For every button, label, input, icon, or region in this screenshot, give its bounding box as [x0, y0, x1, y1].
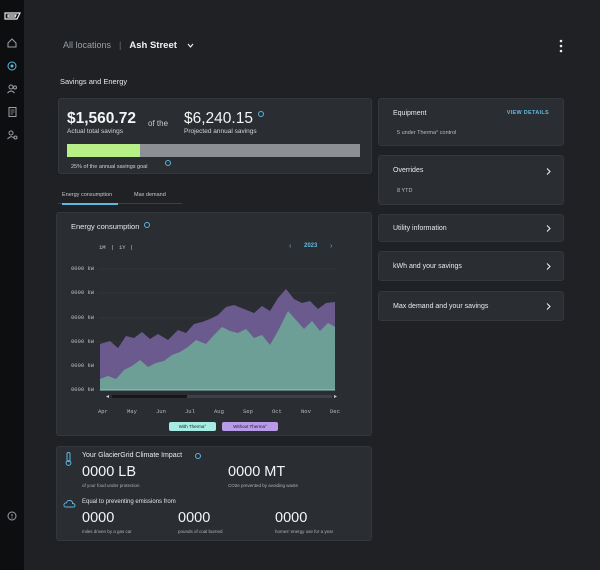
- with-therma-area: [100, 311, 335, 390]
- chart-scrollbar[interactable]: [106, 395, 337, 398]
- more-options-icon[interactable]: [558, 39, 564, 53]
- overrides-card[interactable]: Overrides 8 YTD: [378, 155, 564, 205]
- x-tick-label: May: [127, 408, 137, 415]
- chevron-right-icon[interactable]: [546, 168, 551, 175]
- co2e-prevented-label: CO2e prevented by avoiding waste: [228, 483, 299, 488]
- equipment-title: Equipment: [393, 110, 427, 117]
- emissions-cloud-icon: [63, 499, 76, 508]
- breadcrumb-separator: |: [119, 40, 122, 50]
- prev-year-button[interactable]: ‹: [289, 243, 292, 250]
- savings-card: [58, 98, 372, 174]
- logo-icon[interactable]: [4, 12, 21, 20]
- home-icon[interactable]: [6, 37, 18, 49]
- overrides-title: Overrides: [393, 167, 424, 174]
- help-icon[interactable]: [6, 510, 18, 522]
- tabs-divider: [58, 203, 182, 204]
- projected-savings-label: Projected annual savings: [184, 128, 257, 135]
- left-nav-rail: [0, 0, 24, 570]
- homes-energy-value: 0000: [275, 510, 308, 526]
- y-tick-label: 0000 kW: [71, 265, 95, 272]
- max-demand-savings-card[interactable]: Max demand and your savings: [378, 291, 564, 321]
- kwh-savings-title: kWh and your savings: [393, 263, 462, 270]
- user-settings-icon[interactable]: [6, 129, 18, 141]
- tab-max-demand[interactable]: Max demand: [134, 192, 166, 198]
- info-icon[interactable]: [195, 453, 201, 459]
- coal-burned-value: 0000: [178, 510, 211, 526]
- climate-impact-card: [56, 446, 372, 541]
- active-tab-indicator: [62, 203, 118, 205]
- utility-information-title: Utility information: [393, 225, 447, 232]
- range-separator: |: [111, 244, 115, 251]
- actual-savings-amount: $1,560.72: [67, 110, 136, 127]
- chevron-right-icon[interactable]: [546, 225, 551, 232]
- overrides-subtitle: 8 YTD: [397, 188, 413, 194]
- energy-icon[interactable]: [6, 60, 18, 72]
- food-protected-label: of your food under protection: [82, 483, 140, 488]
- y-tick-label: 0000 kW: [71, 289, 95, 296]
- chevron-right-icon[interactable]: [546, 303, 551, 310]
- range-1y-button[interactable]: 1Y: [119, 244, 126, 251]
- x-tick-label: Jun: [156, 408, 166, 415]
- range-1m-button[interactable]: 1M: [99, 244, 106, 251]
- view-details-link[interactable]: VIEW DETAILS: [506, 110, 549, 116]
- breadcrumb: All locations | Ash Street: [63, 38, 194, 52]
- x-tick-label: Sep: [243, 408, 253, 415]
- savings-goal-text: 25% of the annual savings goal: [71, 164, 148, 170]
- section-title: Savings and Energy: [60, 77, 128, 86]
- y-tick-label: 0000 kW: [71, 338, 95, 345]
- legend-with-therma[interactable]: With Therma°: [169, 422, 216, 431]
- next-year-button[interactable]: ›: [330, 243, 333, 250]
- equipment-card: Equipment VIEW DETAILS 5 under Therma° c…: [378, 98, 564, 146]
- homes-energy-label: homes' energy use for a year: [275, 529, 334, 534]
- year-label: 2023: [304, 243, 318, 249]
- equal-to-heading: Equal to preventing emissions from: [82, 499, 176, 505]
- location-selector[interactable]: Ash Street: [129, 39, 177, 51]
- x-tick-label: Aug: [214, 408, 224, 415]
- tab-energy-consumption[interactable]: Energy consumption: [62, 192, 113, 198]
- legend-without-therma[interactable]: Without Therma°: [222, 422, 278, 431]
- thermometer-icon: [65, 452, 72, 466]
- chevron-down-icon[interactable]: [187, 42, 194, 49]
- range-separator: |: [130, 244, 134, 251]
- x-tick-label: Apr: [98, 408, 108, 415]
- kwh-savings-card[interactable]: kWh and your savings: [378, 251, 564, 281]
- max-demand-savings-title: Max demand and your savings: [393, 303, 489, 310]
- y-tick-label: 0000 kW: [71, 386, 95, 393]
- x-tick-label: Oct: [272, 408, 282, 415]
- miles-driven-value: 0000: [82, 510, 115, 526]
- of-the-text: of the: [148, 119, 169, 128]
- document-icon[interactable]: [6, 106, 18, 118]
- energy-chart-plot: [98, 268, 337, 398]
- x-tick-label: Jul: [185, 408, 195, 415]
- y-tick-label: 0000 kW: [71, 314, 95, 321]
- y-tick-label: 0000 kW: [71, 362, 95, 369]
- actual-savings-label: Actual total savings: [67, 128, 124, 135]
- info-icon[interactable]: [258, 111, 264, 117]
- breadcrumb-all-locations[interactable]: All locations: [63, 40, 112, 50]
- climate-impact-title: Your GlacierGrid Climate Impact: [82, 452, 183, 459]
- projected-savings-amount: $6,240.15: [184, 110, 253, 127]
- utility-information-card[interactable]: Utility information: [378, 214, 564, 242]
- info-icon[interactable]: [165, 160, 171, 166]
- savings-progress-bar: [67, 144, 360, 157]
- info-icon[interactable]: [144, 222, 150, 228]
- co2e-prevented-value: 0000 MT: [228, 464, 286, 480]
- miles-driven-label: miles driven by a gas car: [82, 529, 132, 534]
- chart-title: Energy consumption: [71, 222, 140, 231]
- food-protected-value: 0000 LB: [82, 464, 137, 480]
- chevron-right-icon[interactable]: [546, 263, 551, 270]
- x-tick-label: Nov: [301, 408, 311, 415]
- x-tick-label: Dec: [330, 408, 340, 415]
- coal-burned-label: pounds of coal burned: [178, 529, 223, 534]
- users-icon[interactable]: [6, 83, 18, 95]
- savings-progress-fill: [67, 144, 141, 157]
- equipment-subtitle: 5 under Therma° control: [397, 130, 457, 136]
